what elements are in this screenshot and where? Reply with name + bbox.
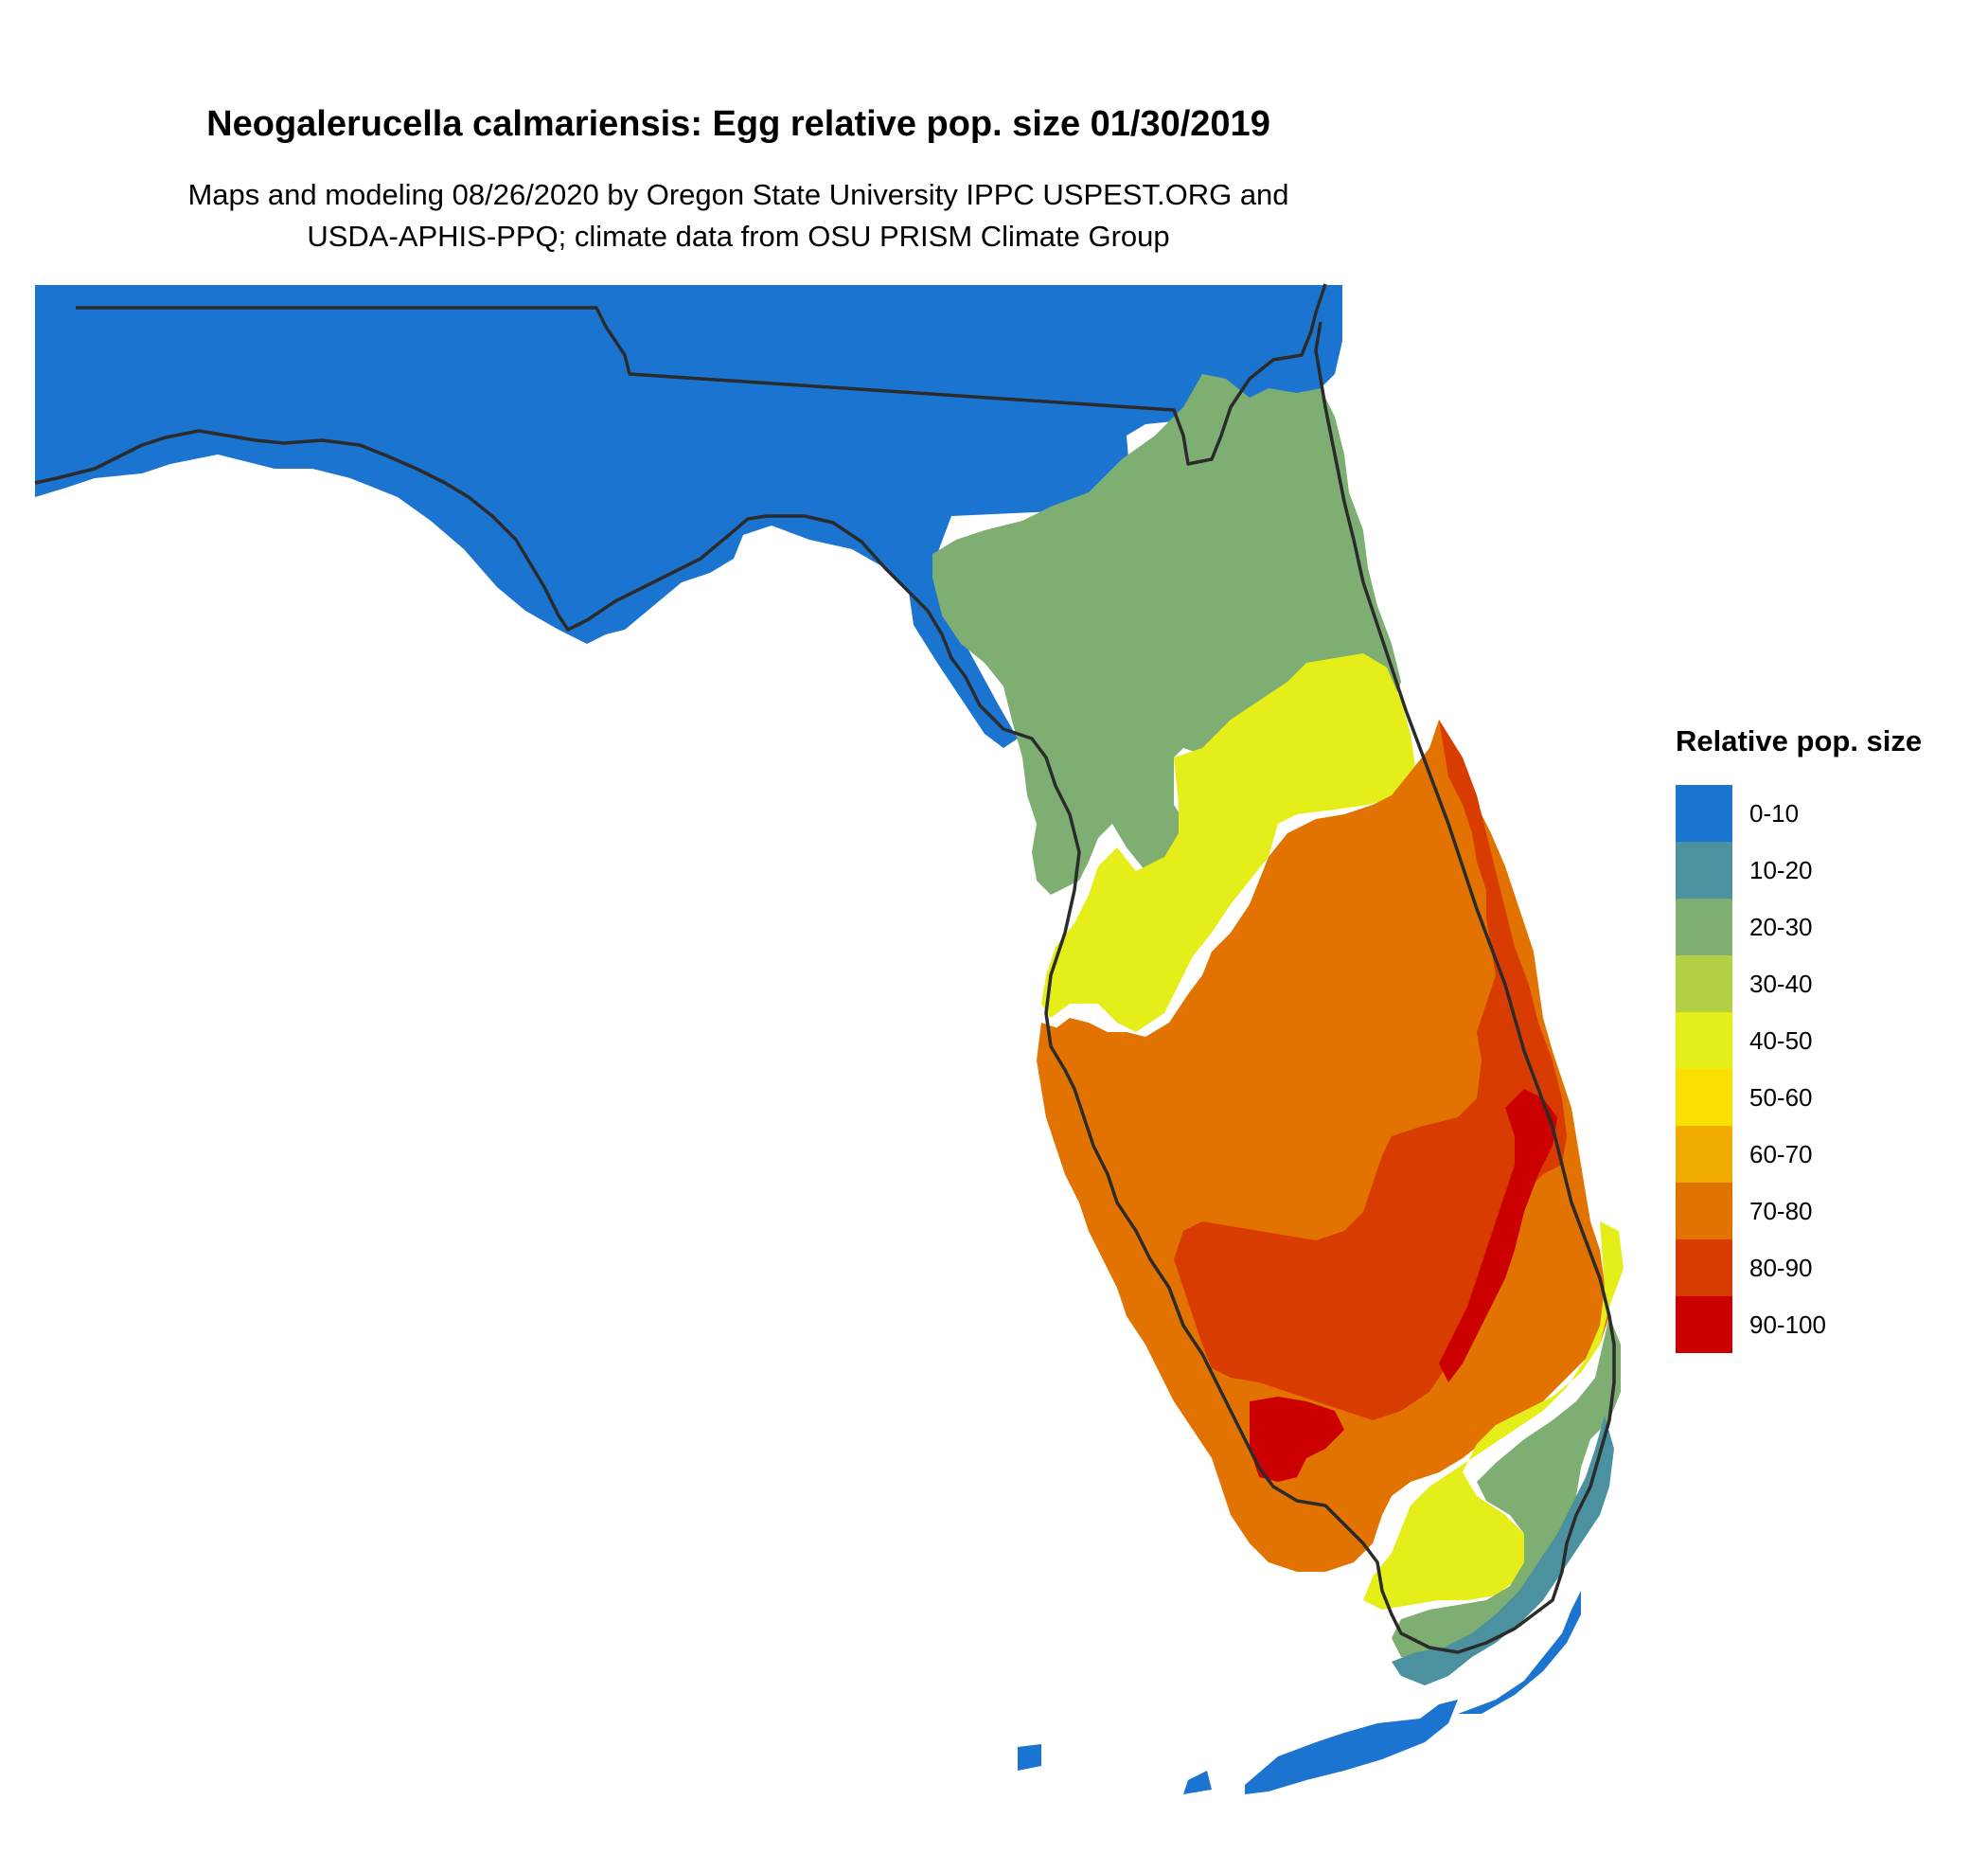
southeast-yellow-region — [1363, 1221, 1624, 1610]
legend-swatch — [1676, 1012, 1732, 1069]
legend-item: 30-40 — [1676, 955, 1922, 1012]
legend-swatch — [1676, 1126, 1732, 1183]
coastline — [34, 321, 1616, 1654]
legend-item: 70-80 — [1676, 1183, 1922, 1239]
southwest-orange-region — [1037, 1023, 1202, 1411]
map-subtitle-line-2: USDA-APHIS-PPQ; climate data from OSU PR… — [307, 220, 1170, 253]
legend-item: 10-20 — [1676, 842, 1922, 899]
deep-red-region — [1250, 1397, 1344, 1482]
keys-region — [1245, 1700, 1458, 1794]
legend-label: 10-20 — [1749, 855, 1813, 884]
georgia-alabama-border — [76, 283, 1327, 466]
legend-item: 60-70 — [1676, 1126, 1922, 1183]
legend-label: 90-100 — [1749, 1310, 1826, 1339]
legend-item: 80-90 — [1676, 1239, 1922, 1296]
central-yellow-region — [1041, 653, 1415, 1032]
legend-item: 0-10 — [1676, 785, 1922, 842]
keys-region — [1018, 1744, 1041, 1771]
state-outline — [34, 283, 1616, 1654]
legend-swatch — [1676, 842, 1732, 899]
keys-region — [1183, 1771, 1212, 1794]
map-subtitle-line-1: Maps and modeling 08/26/2020 by Oregon S… — [187, 178, 1289, 211]
legend-title: Relative pop. size — [1676, 724, 1923, 757]
south-green-region — [1392, 1316, 1621, 1659]
legend-item: 50-60 — [1676, 1069, 1922, 1126]
legend-swatch — [1676, 1296, 1732, 1353]
legend-label: 80-90 — [1749, 1253, 1813, 1282]
legend-label: 30-40 — [1749, 969, 1813, 998]
legend-swatch — [1676, 785, 1732, 842]
legend-swatch — [1676, 1239, 1732, 1296]
legend-label: 70-80 — [1749, 1196, 1813, 1225]
legend-swatch — [1676, 955, 1732, 1012]
legend-label: 40-50 — [1749, 1025, 1813, 1055]
legend-item: 20-30 — [1676, 899, 1922, 955]
legend-items: 0-10 10-20 20-30 30-40 40-50 50-60 60-70 70-80 8… — [1676, 785, 1922, 1353]
legend: Relative pop. size 0-10 10-20 20-30 30-40 40… — [1676, 724, 1922, 1353]
legend-item: 40-50 — [1676, 1012, 1922, 1069]
far-south-teal-region — [1392, 1416, 1614, 1685]
legend-label: 60-70 — [1749, 1139, 1813, 1168]
keys-region — [1458, 1591, 1581, 1714]
legend-swatch — [1676, 1069, 1732, 1126]
legend-label: 20-30 — [1749, 912, 1813, 941]
legend-label: 50-60 — [1749, 1082, 1813, 1112]
map-title: Neogalerucella calmariensis: Egg relativ… — [206, 104, 1270, 144]
legend-swatch — [1676, 1183, 1732, 1239]
south-red-region — [1174, 720, 1567, 1420]
population-bands — [35, 285, 1624, 1794]
legend-swatch — [1676, 899, 1732, 955]
legend-item: 90-100 — [1676, 1296, 1922, 1353]
legend-label: 0-10 — [1749, 798, 1800, 828]
deep-red-region — [1439, 1089, 1557, 1382]
